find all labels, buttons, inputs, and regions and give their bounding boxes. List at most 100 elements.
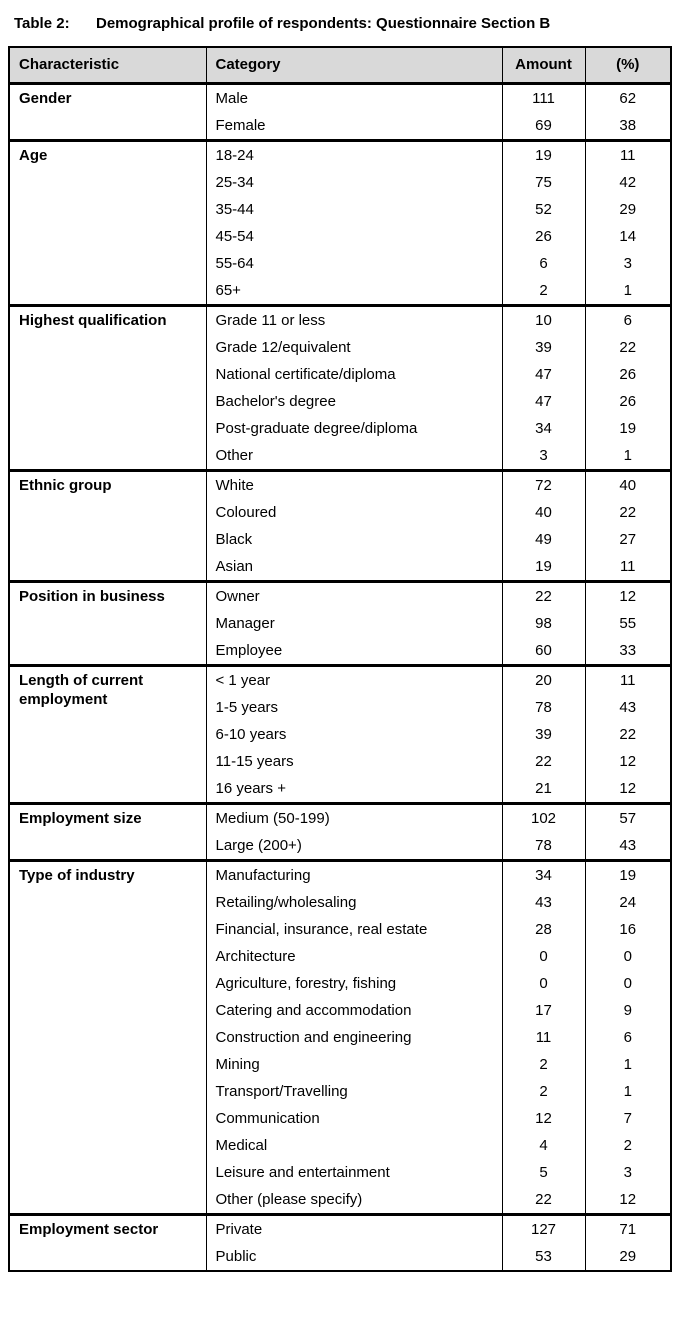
table-row: Leisure and entertainment 5 3 (9, 1158, 672, 1186)
category-cell: National certificate/diploma (205, 360, 503, 388)
amount-cell: 34 (501, 414, 586, 442)
table-header-row: Characteristic Category Amount (%) (8, 47, 672, 85)
table-head: Characteristic Category Amount (%) (8, 47, 672, 85)
amount-cell: 21 (501, 774, 586, 803)
amount-cell: 26 (501, 222, 586, 250)
amount-cell: 2 (501, 276, 586, 305)
table-row: Age 18-24 19 11 (8, 140, 672, 305)
percent-cell: 43 (584, 693, 672, 721)
amount-cell: 72 (501, 470, 586, 499)
percent-cell: 62 (584, 83, 672, 112)
category-cell: Coloured (205, 498, 503, 526)
amount-cell: 127 (501, 1214, 586, 1243)
demographics-table: Characteristic Category Amount (%) Gender Ma… (8, 46, 672, 1272)
amount-cell: 5 (501, 1158, 586, 1186)
table-row: Coloured 40 22 (9, 498, 672, 526)
table-row: Type of industry Manufacturing 34 19 (8, 860, 672, 1214)
amount-cell: 111 (501, 83, 586, 112)
category-cell: Manager (205, 609, 503, 637)
amount-cell: 22 (501, 747, 586, 775)
table-row: 55-64 6 3 (9, 249, 672, 277)
percent-cell: 19 (584, 860, 672, 889)
category-cell: Agriculture, forestry, fishing (205, 969, 503, 997)
percent-cell: 55 (584, 609, 672, 637)
table-row: Retailing/wholesaling 43 24 (9, 888, 672, 916)
percent-cell: 29 (584, 195, 672, 223)
category-cell: Medium (50-199) (205, 803, 503, 832)
percent-cell: 43 (584, 831, 672, 860)
amount-cell: 40 (501, 498, 586, 526)
amount-cell: 2 (501, 1077, 586, 1105)
percent-cell: 12 (584, 747, 672, 775)
table-row: Other (please specify) 22 12 (9, 1185, 672, 1214)
amount-cell: 47 (501, 360, 586, 388)
percent-cell: 6 (584, 305, 672, 334)
group-position-in-business: Position in business Owner 22 12 Manager 98 55… (8, 581, 672, 665)
amount-cell: 20 (501, 665, 586, 694)
amount-cell: 78 (501, 693, 586, 721)
percent-cell: 22 (584, 333, 672, 361)
characteristic-cell: Employment sector (8, 1214, 207, 1271)
table-row: Post-graduate degree/diploma 34 19 (9, 414, 672, 442)
table-row: Ethnic group White 72 40 (8, 470, 672, 581)
percent-cell: 14 (584, 222, 672, 250)
amount-cell: 47 (501, 387, 586, 415)
category-cell: 45-54 (205, 222, 503, 250)
category-cell: Grade 11 or less (205, 305, 503, 334)
percent-cell: 1 (584, 276, 672, 305)
category-cell: Mining (205, 1050, 503, 1078)
table-row: Financial, insurance, real estate 28 16 (9, 915, 672, 943)
category-cell: Post-graduate degree/diploma (205, 414, 503, 442)
table-row: 6-10 years 39 22 (9, 720, 672, 748)
group-employment-sector: Employment sector Private 127 71 Public 53 29 (8, 1214, 672, 1271)
characteristic-cell: Employment size (8, 803, 207, 860)
characteristic-cell: Ethnic group (8, 470, 207, 581)
amount-cell: 3 (501, 441, 586, 470)
percent-cell: 11 (584, 665, 672, 694)
amount-cell: 98 (501, 609, 586, 637)
percent-cell: 71 (584, 1214, 672, 1243)
category-cell: Other (205, 441, 503, 470)
group-length-of-current-employment: Length of current employment < 1 year 20 11… (8, 665, 672, 803)
table-row: Transport/Travelling 2 1 (9, 1077, 672, 1105)
category-cell: Private (205, 1214, 503, 1243)
amount-cell: 60 (501, 636, 586, 665)
percent-cell: 6 (584, 1023, 672, 1051)
amount-cell: 22 (501, 1185, 586, 1214)
table-row: 11-15 years 22 12 (9, 747, 672, 775)
percent-cell: 2 (584, 1131, 672, 1159)
amount-cell: 22 (501, 581, 586, 610)
table-row: Asian 19 11 (9, 552, 672, 581)
table-row: Agriculture, forestry, fishing 0 0 (9, 969, 672, 997)
percent-cell: 3 (584, 249, 672, 277)
table-caption-label: Table 2: (14, 15, 70, 32)
category-cell: Leisure and entertainment (205, 1158, 503, 1186)
table-caption-title: Demographical profile of respondents: Qu… (96, 15, 551, 32)
percent-cell: 11 (584, 552, 672, 581)
amount-cell: 6 (501, 249, 586, 277)
category-cell: Manufacturing (205, 860, 503, 889)
amount-cell: 28 (501, 915, 586, 943)
amount-cell: 52 (501, 195, 586, 223)
category-cell: 11-15 years (205, 747, 503, 775)
percent-cell: 22 (584, 498, 672, 526)
percent-cell: 1 (584, 1077, 672, 1105)
table-row: Public 53 29 (9, 1242, 672, 1271)
percent-cell: 3 (584, 1158, 672, 1186)
category-cell: 35-44 (205, 195, 503, 223)
amount-cell: 69 (501, 111, 586, 140)
group-ethnic-group: Ethnic group White 72 40 Coloured 40 22 Black 49… (8, 470, 672, 581)
table-row: Other 3 1 (9, 441, 672, 470)
amount-cell: 2 (501, 1050, 586, 1078)
group-gender: Gender Male 111 62 Female 69 38 (8, 83, 672, 140)
table-row: Communication 12 7 (9, 1104, 672, 1132)
category-cell: White (205, 470, 503, 499)
table-row: 16 years +21 12 (9, 774, 672, 803)
percent-cell: 11 (584, 140, 672, 169)
percent-cell: 24 (584, 888, 672, 916)
table-row: Position in business Owner 22 12 (8, 581, 672, 665)
table-row: 35-44 52 29 (9, 195, 672, 223)
table-row: Mining 2 1 (9, 1050, 672, 1078)
percent-cell: 12 (584, 774, 672, 803)
percent-cell: 7 (584, 1104, 672, 1132)
